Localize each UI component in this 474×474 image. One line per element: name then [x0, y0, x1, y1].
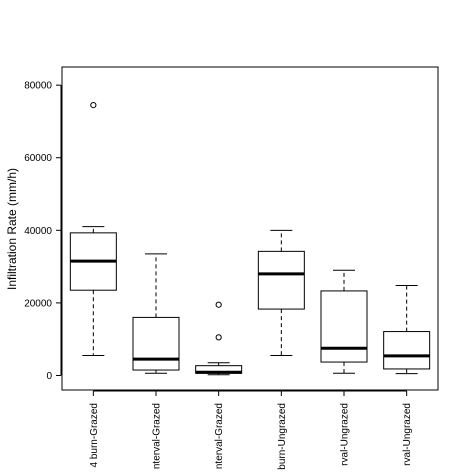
y-axis: 0 20000 40000 60000 80000 [24, 81, 62, 382]
plot-frame [61, 66, 439, 391]
iqr-box [320, 290, 368, 363]
outlier-point [215, 334, 222, 341]
iqr-box [257, 250, 305, 310]
x-tick-label: burn-Ungrazed [277, 403, 288, 470]
box-group [257, 229, 305, 357]
box-group [69, 102, 117, 357]
outlier-point [90, 102, 97, 109]
y-tick-label: 80000 [24, 81, 52, 92]
x-tick-label: rval-Ungrazed [340, 403, 351, 466]
box-group [320, 269, 368, 374]
iqr-box [383, 331, 431, 370]
x-tick-label: 4 burn-Grazed [89, 403, 100, 467]
y-tick-label: 60000 [24, 153, 52, 164]
y-tick-label: 20000 [24, 298, 52, 309]
box-group [195, 301, 243, 376]
box-group [383, 284, 431, 375]
y-axis-title: Infiltration Rate (mm/h) [5, 168, 19, 290]
x-tick-label: nterval-Grazed [214, 403, 225, 469]
box-group [132, 253, 180, 374]
outlier-point [215, 301, 222, 308]
x-tick-label: nterval-Grazed [152, 403, 163, 469]
x-axis: 4 burn-Grazed nterval-Grazed nterval-Graze… [89, 390, 413, 470]
x-tick-label: rval-Ungrazed [402, 403, 413, 466]
box-series [69, 102, 431, 376]
iqr-box [132, 316, 180, 371]
y-tick-label: 0 [46, 371, 52, 382]
y-tick-label: 40000 [24, 226, 52, 237]
